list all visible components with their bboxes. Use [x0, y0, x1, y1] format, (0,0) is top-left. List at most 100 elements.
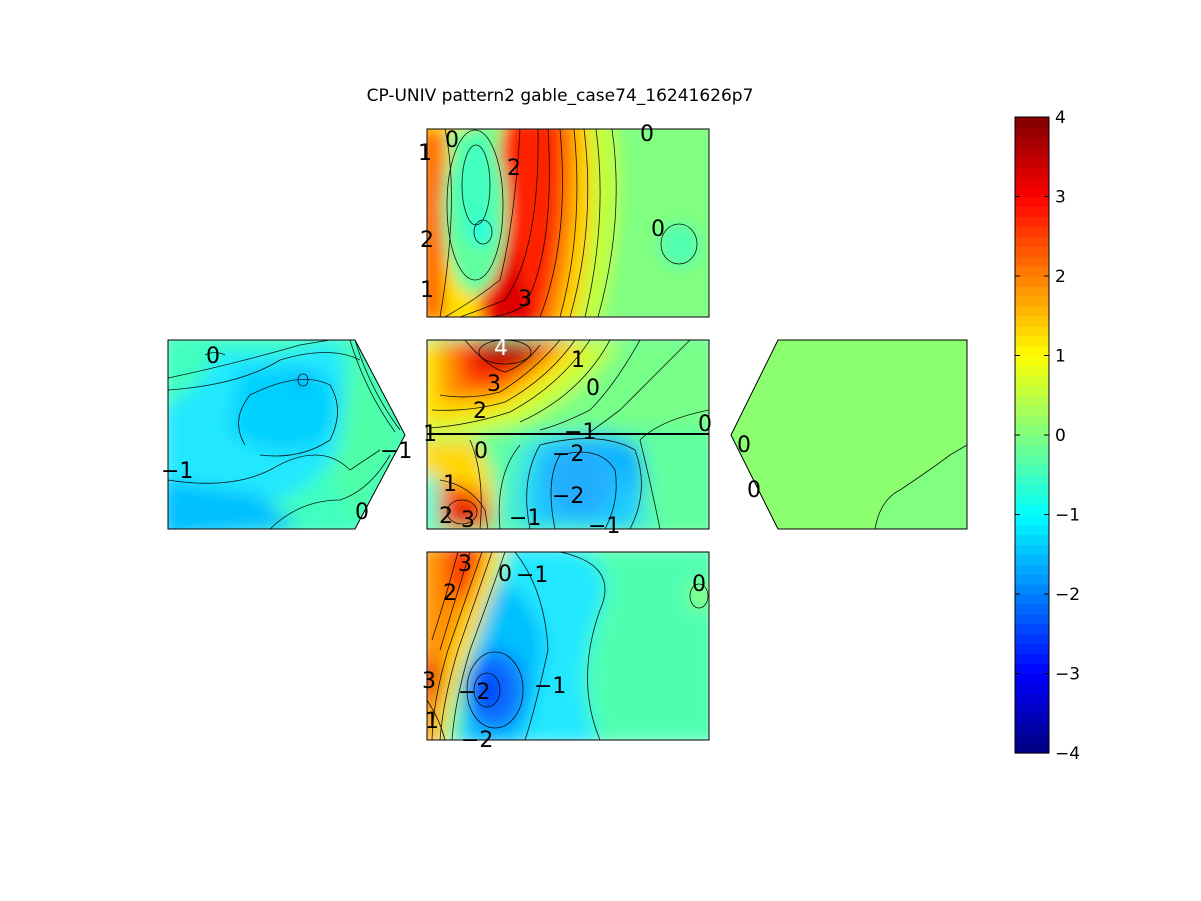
contour-label: −1	[380, 439, 412, 464]
contour-label: 0	[445, 128, 459, 153]
colorbar-band	[1015, 603, 1049, 615]
contour-label: 0	[586, 376, 600, 401]
colorbar-band	[1015, 266, 1049, 277]
colorbar-band	[1015, 425, 1049, 436]
colorbar-band	[1015, 693, 1049, 704]
colorbar-band	[1015, 315, 1049, 327]
colorbar-band	[1015, 415, 1049, 426]
colorbar-band	[1015, 584, 1049, 595]
contour-label: −2	[552, 442, 584, 467]
contour-label: 3	[518, 287, 532, 312]
colorbar-band	[1015, 395, 1049, 406]
colorbar-band	[1015, 405, 1049, 416]
colorbar-band	[1015, 325, 1049, 337]
contour-label: 4	[494, 336, 508, 361]
contour-label: 1	[418, 141, 432, 166]
contour-label: 2	[443, 581, 457, 606]
colorbar-band	[1015, 305, 1049, 317]
contour-label: −1	[516, 563, 548, 588]
colorbar-band	[1015, 136, 1049, 148]
contour-label: 0	[498, 562, 512, 587]
contour-label: −1	[534, 674, 566, 699]
colorbar-tick-label: 0	[1055, 426, 1066, 446]
contour-label: 0	[692, 572, 706, 597]
contour-label: 1	[425, 709, 439, 734]
contour-label: 1	[571, 348, 585, 373]
contour-label: −2	[458, 680, 490, 705]
colorbar-band	[1015, 663, 1049, 675]
colorbar-band	[1015, 355, 1049, 367]
colorbar-band	[1015, 345, 1049, 357]
colorbar-band	[1015, 474, 1049, 486]
colorbar-band	[1015, 186, 1049, 198]
contour-label: −1	[564, 420, 596, 445]
contour-label: −1	[588, 514, 620, 539]
colorbar-band	[1015, 623, 1049, 635]
colorbar-band	[1015, 524, 1049, 535]
contour-label: 0	[698, 412, 712, 437]
colorbar-band	[1015, 613, 1049, 625]
contour-label: 2	[439, 504, 453, 529]
colorbar-band	[1015, 743, 1049, 754]
colorbar-tick-label: 4	[1055, 108, 1066, 128]
colorbar-band	[1015, 117, 1049, 128]
colorbar-band	[1015, 146, 1049, 158]
contour-label: 0	[206, 344, 220, 369]
contour-label: 0	[355, 500, 369, 525]
contour-label: 3	[461, 508, 475, 533]
contour-label: −1	[161, 459, 193, 484]
colorbar-band	[1015, 723, 1049, 734]
contour-label: 2	[473, 399, 487, 424]
contour-label: 0	[737, 433, 751, 458]
colorbar-band	[1015, 156, 1049, 168]
colorbar-band	[1015, 594, 1049, 605]
contour-label: 1	[443, 472, 457, 497]
colorbar-tick-label: −2	[1055, 585, 1080, 605]
colorbar-band	[1015, 574, 1049, 585]
contour-label: −1	[509, 506, 541, 531]
colorbar-band	[1015, 246, 1049, 257]
colorbar-band	[1015, 276, 1049, 287]
panel-wall-left: 0 −1 −1 0	[161, 339, 412, 530]
colorbar-band	[1015, 643, 1049, 655]
colorbar-band	[1015, 365, 1049, 376]
colorbar-band	[1015, 295, 1049, 307]
contour-label: 0	[640, 122, 654, 147]
colorbar-band	[1015, 554, 1049, 565]
colorbar-bands	[1015, 117, 1049, 754]
colorbar-tick-label: −1	[1055, 506, 1080, 526]
colorbar-tick-label: 2	[1055, 267, 1066, 287]
contour-label: 1	[420, 278, 434, 303]
colorbar-band	[1015, 256, 1049, 267]
colorbar-band	[1015, 216, 1049, 227]
colorbar-band	[1015, 126, 1049, 138]
colorbar-ticks: 4 3 2 1 0 −1 −2 −3 −4	[1015, 108, 1080, 764]
contour-label: −2	[461, 728, 493, 753]
colorbar-band	[1015, 176, 1049, 188]
panel-wall-right: 00	[730, 339, 968, 530]
colorbar-band	[1015, 226, 1049, 237]
colorbar: 4 3 2 1 0 −1 −2 −3 −4	[1014, 108, 1080, 764]
contour-label: 2	[507, 156, 521, 181]
colorbar-tick-label: 3	[1055, 188, 1066, 208]
colorbar-band	[1015, 166, 1049, 178]
contour-label: 0	[747, 478, 761, 503]
colorbar-band	[1015, 713, 1049, 724]
colorbar-band	[1015, 504, 1049, 516]
colorbar-band	[1015, 544, 1049, 555]
colorbar-band	[1015, 703, 1049, 714]
contour-labels-wall-left: 0 −1 −1 0	[161, 344, 412, 525]
contour-label: 3	[458, 552, 472, 577]
colorbar-band	[1015, 385, 1049, 396]
colorbar-band	[1015, 206, 1049, 217]
colorbar-band	[1015, 484, 1049, 496]
contour-label: 1	[423, 422, 437, 447]
colorbar-band	[1015, 673, 1049, 685]
colorbar-tick-label: −4	[1055, 744, 1080, 764]
colorbar-band	[1015, 683, 1049, 694]
